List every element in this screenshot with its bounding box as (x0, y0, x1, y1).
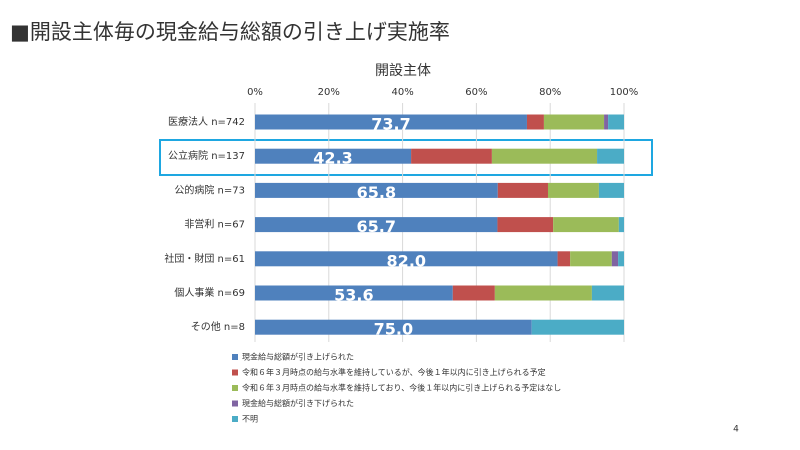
bar-segment (591, 285, 624, 301)
x-tick-label: 100% (610, 87, 639, 98)
legend-swatch (232, 385, 238, 391)
bar-segment (598, 182, 624, 198)
bar-segment (618, 217, 624, 233)
legend-label: 現金給与総額が引き下げられた (242, 398, 354, 408)
data-label: 65.7 (356, 217, 395, 236)
bar-segment (604, 114, 609, 130)
bar-segment (491, 148, 598, 164)
bar-segment (411, 148, 492, 164)
bar-segment (255, 217, 498, 233)
data-label: 65.8 (357, 183, 396, 202)
bar-segment (494, 285, 592, 301)
bar-segment (255, 114, 527, 130)
bar-segment (255, 182, 498, 198)
y-tick-label: 公立病院 n=137 (168, 149, 245, 162)
page-number: 4 (733, 425, 739, 435)
bar-segment (570, 251, 612, 267)
legend-label: 令和６年３月時点の給与水準を維持しているが、今後１年以内に引き上げられる予定 (242, 367, 546, 377)
data-label: 53.6 (334, 286, 373, 305)
data-label: 73.7 (371, 115, 410, 134)
data-label: 82.0 (387, 251, 426, 270)
page-title: ■開設主体毎の現金給与総額の引き上げ実施率 (10, 20, 450, 44)
bar-segment (597, 148, 624, 164)
legend-label: 現金給与総額が引き上げられた (242, 352, 354, 362)
legend-label: 令和６年３月時点の給与水準を維持しており、今後１年以内に引き上げられる予定はなし (242, 383, 561, 393)
legend-swatch (232, 354, 238, 360)
chart-title: 開設主体 (375, 63, 431, 79)
bar-segment (553, 217, 619, 233)
y-tick-label: その他 n=8 (191, 320, 245, 333)
y-tick-label: 個人事業 n=69 (174, 286, 245, 299)
bar-segment (497, 182, 548, 198)
bar-segment (526, 114, 544, 130)
bar-segment (618, 251, 624, 267)
x-tick-label: 0% (247, 87, 263, 98)
y-tick-label: 医療法人 n=742 (168, 115, 245, 128)
highlight-box (159, 139, 653, 176)
bar-segment (497, 217, 554, 233)
bar-segment (531, 319, 624, 335)
bar-segment (452, 285, 495, 301)
bar-segment (255, 319, 532, 335)
bar-segment (255, 148, 412, 164)
bar-segment (543, 114, 605, 130)
legend-swatch (232, 416, 238, 422)
bar-segment (547, 182, 599, 198)
legend-swatch (232, 369, 238, 376)
bar-segment (255, 251, 558, 267)
bar-segment (611, 251, 619, 267)
bar-segment (608, 114, 624, 130)
x-tick-label: 60% (465, 87, 487, 98)
x-tick-label: 20% (318, 87, 340, 98)
data-label: 75.0 (374, 320, 413, 339)
bar-segment (255, 285, 453, 301)
legend-swatch (232, 400, 238, 407)
bar-segment (557, 251, 571, 267)
y-tick-label: 社団・財団 n=61 (164, 252, 245, 265)
x-tick-label: 80% (539, 87, 561, 98)
x-tick-label: 40% (391, 87, 413, 98)
y-tick-label: 公的病院 n=73 (174, 183, 245, 196)
legend-label: 不明 (242, 415, 258, 424)
data-label: 42.3 (313, 149, 352, 168)
y-tick-label: 非営利 n=67 (184, 218, 245, 231)
